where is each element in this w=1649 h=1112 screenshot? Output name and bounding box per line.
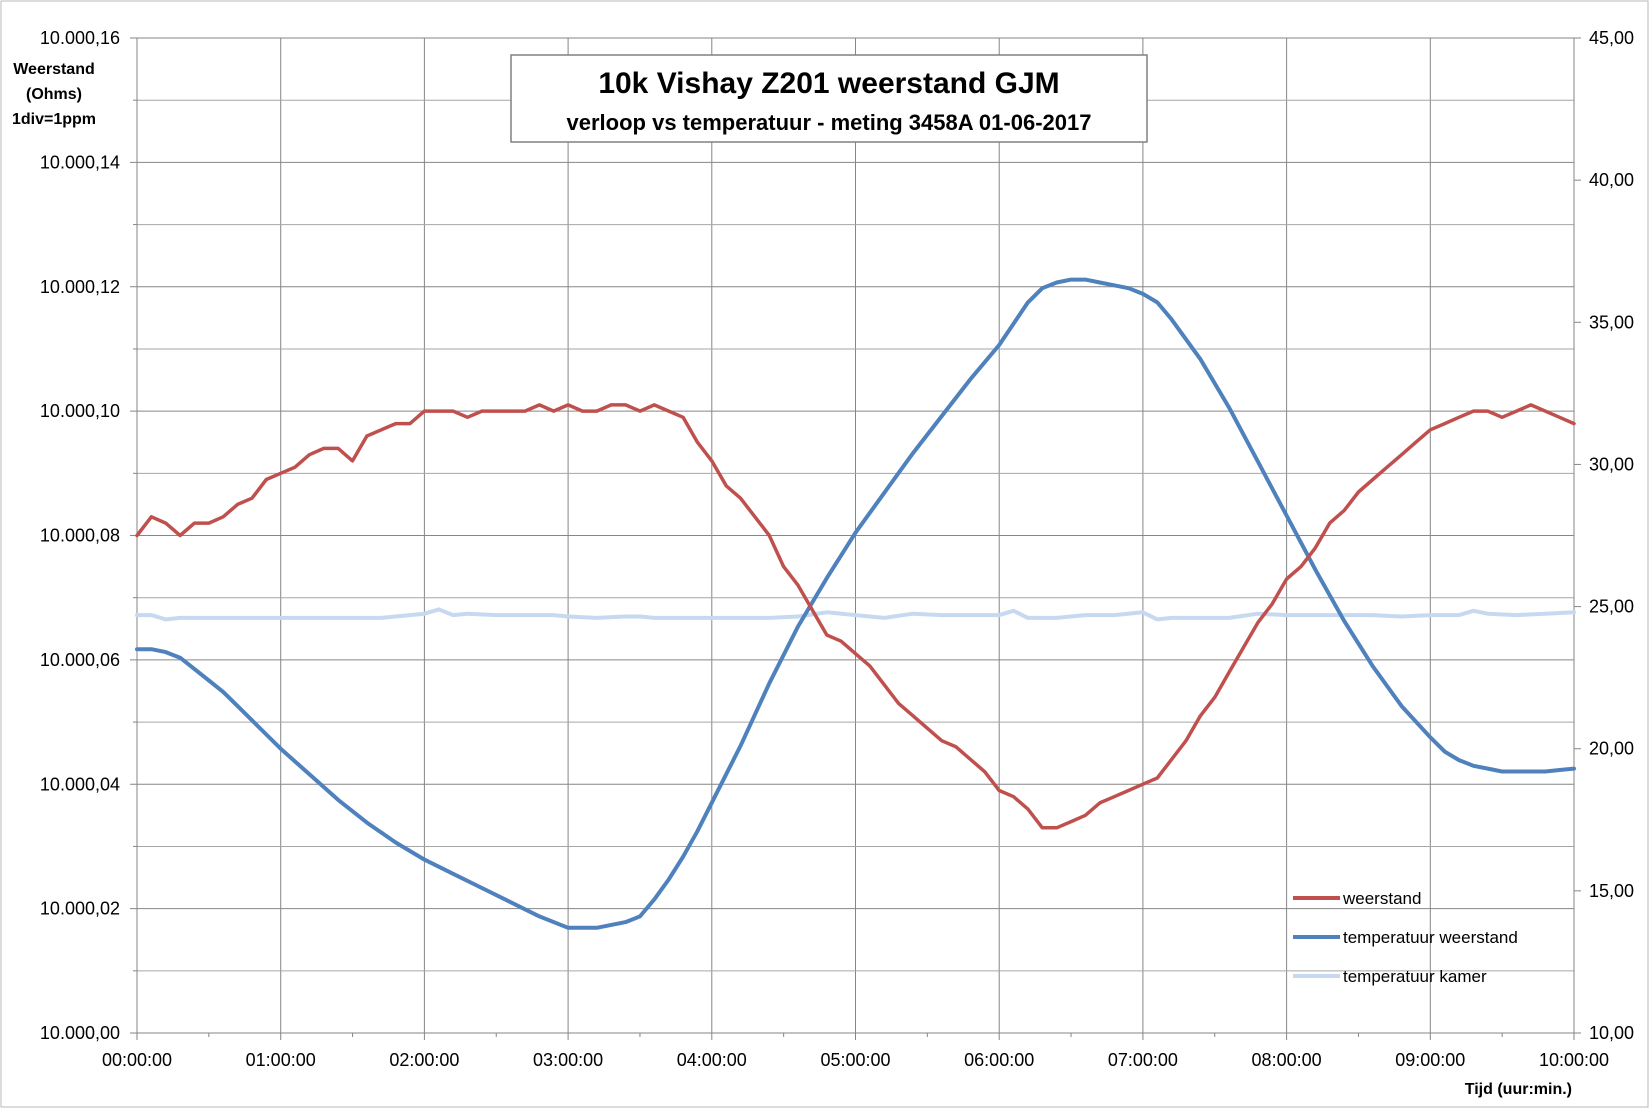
x-tick-label: 03:00:00	[533, 1050, 603, 1070]
y-left-tick-label: 10.000,12	[40, 277, 120, 297]
chart-title: 10k Vishay Z201 weerstand GJM	[598, 67, 1059, 100]
y-right-tick-label: 20,00	[1589, 739, 1634, 759]
y-axis-title-line-3: 1div=1ppm	[12, 111, 96, 128]
y-left-tick-label: 10.000,02	[40, 899, 120, 919]
x-tick-label: 09:00:00	[1395, 1050, 1465, 1070]
x-tick-label: 10:00:00	[1539, 1050, 1609, 1070]
x-axis-title: Tijd (uur:min.)	[1465, 1081, 1572, 1098]
y-left-tick-label: 10.000,00	[40, 1023, 120, 1043]
y-left-tick-label: 10.000,04	[40, 774, 120, 794]
y-left-tick-label: 10.000,14	[40, 152, 120, 172]
chart-subtitle: verloop vs temperatuur - meting 3458A 01…	[567, 110, 1092, 135]
y-axis-title-line-2: (Ohms)	[26, 86, 82, 103]
x-tick-label: 00:00:00	[102, 1050, 172, 1070]
x-tick-label: 04:00:00	[677, 1050, 747, 1070]
x-tick-label: 06:00:00	[964, 1050, 1034, 1070]
x-tick-label: 08:00:00	[1252, 1050, 1322, 1070]
x-tick-label: 01:00:00	[246, 1050, 316, 1070]
y-right-tick-label: 40,00	[1589, 170, 1634, 190]
legend-label-temperatuur-weerstand: temperatuur weerstand	[1343, 928, 1518, 947]
y-left-tick-label: 10.000,10	[40, 401, 120, 421]
y-right-tick-label: 45,00	[1589, 28, 1634, 48]
y-left-tick-label: 10.000,06	[40, 650, 120, 670]
legend: weerstand temperatuur weerstand temperat…	[1293, 889, 1518, 986]
x-tick-label: 05:00:00	[820, 1050, 890, 1070]
y-axis-title-line-1: Weerstand	[13, 61, 95, 78]
y-right-tick-label: 30,00	[1589, 454, 1634, 474]
y-right-tick-label: 15,00	[1589, 881, 1634, 901]
y-left-tick-label: 10.000,08	[40, 526, 120, 546]
axis-layer: 00:00:00 01:00:00 02:00:00 03:00:00 04:00:00…	[40, 28, 1634, 1070]
series-line-temperatuur-weerstand	[135, 277, 1576, 930]
title-box	[510, 54, 1148, 143]
legend-label-weerstand: weerstand	[1342, 889, 1421, 908]
legend-label-temperatuur-kamer: temperatuur kamer	[1343, 967, 1487, 986]
x-tick-label: 07:00:00	[1108, 1050, 1178, 1070]
y-right-tick-label: 35,00	[1589, 312, 1634, 332]
series-line-weerstand	[135, 403, 1576, 830]
y-right-tick-label: 25,00	[1589, 597, 1634, 617]
series-layer	[135, 277, 1576, 930]
series-line-temperatuur-kamer	[135, 607, 1576, 622]
y-left-tick-label: 10.000,16	[40, 28, 120, 48]
y-right-tick-label: 10,00	[1589, 1023, 1634, 1043]
x-tick-label: 02:00:00	[389, 1050, 459, 1070]
